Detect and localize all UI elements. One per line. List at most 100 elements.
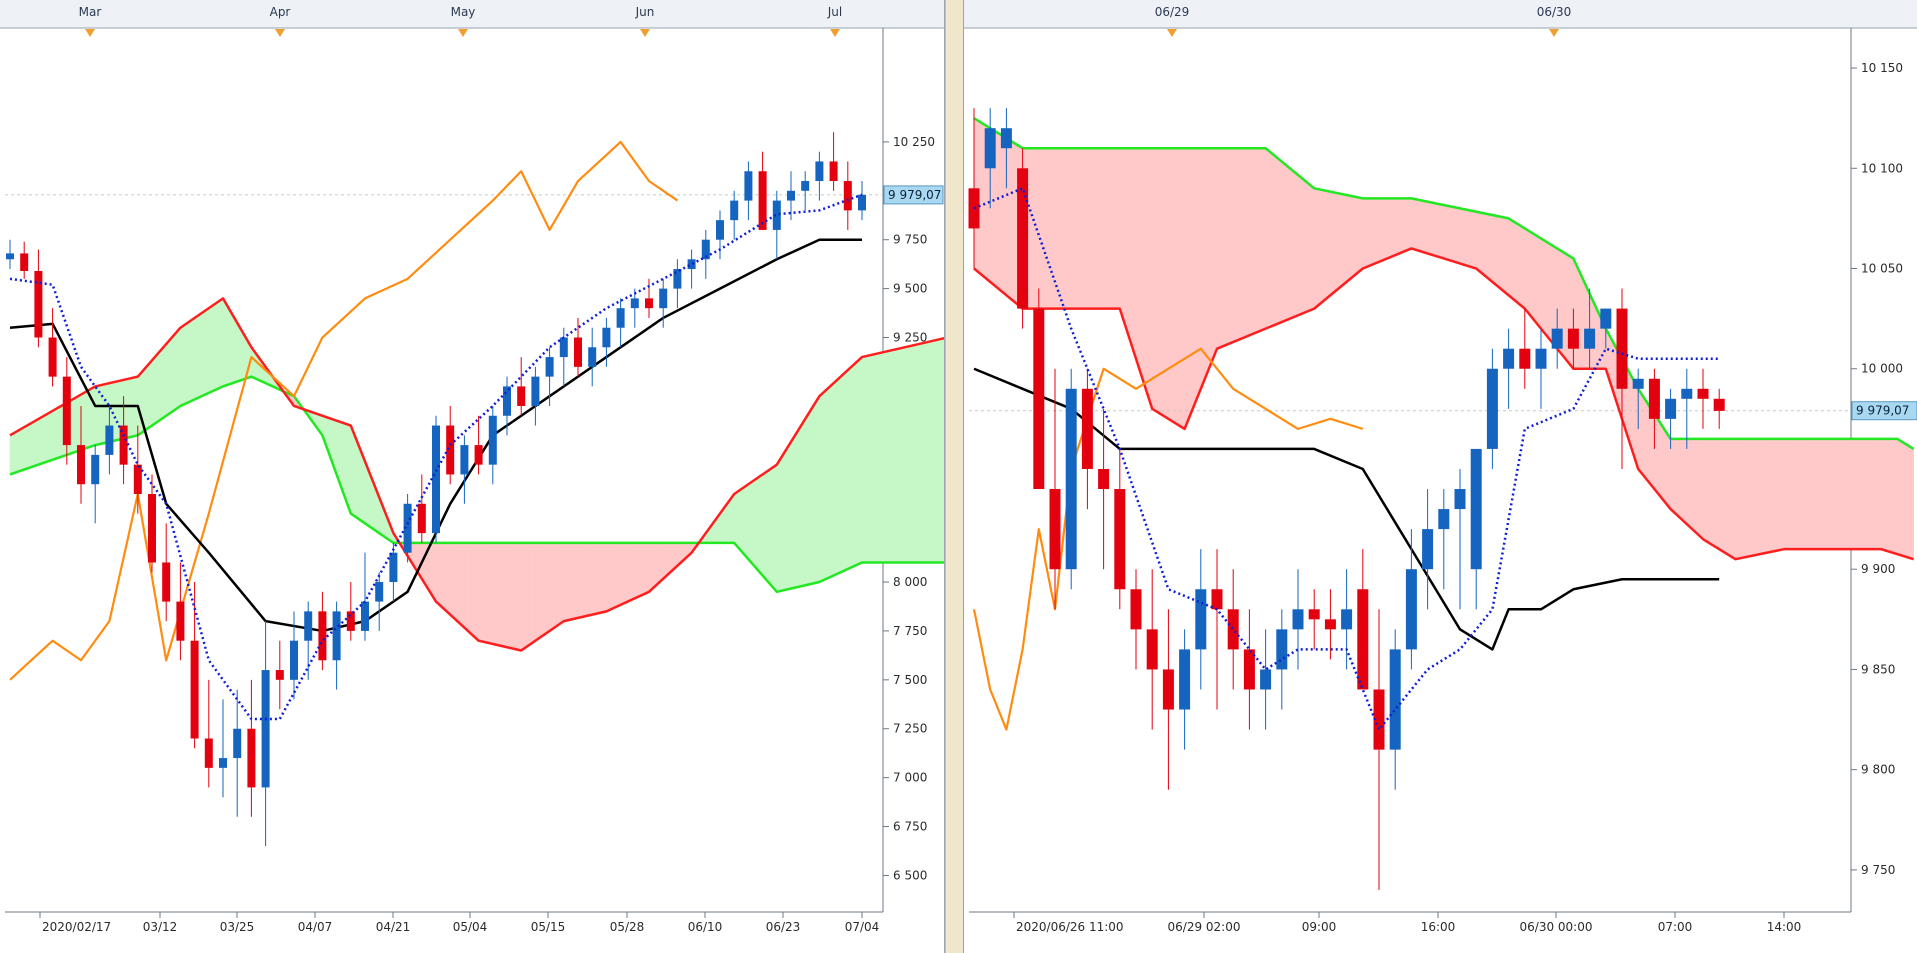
candle-body <box>772 200 781 230</box>
cloud-segment <box>890 348 898 563</box>
cloud-segment <box>897 346 905 563</box>
y-tick-label: 9 750 <box>893 233 927 247</box>
cloud-segment <box>38 414 46 466</box>
senkou-span-b-line <box>973 117 1915 450</box>
cloud-segment <box>1143 147 1153 409</box>
candle-body <box>1681 388 1693 399</box>
cloud-segment <box>1079 147 1088 309</box>
cloud-segment <box>748 478 756 569</box>
y-tick-label: 10 100 <box>1861 161 1903 175</box>
cloud-segment <box>499 542 508 648</box>
cloud-segment <box>1532 232 1542 330</box>
cloud-segment <box>173 326 181 412</box>
tenkan-line <box>973 187 1720 731</box>
candle-body <box>1098 468 1110 490</box>
candle-body <box>1243 649 1255 690</box>
candle-body <box>446 425 455 475</box>
candle-body <box>332 611 341 661</box>
cloud-segment <box>1087 147 1096 309</box>
candle-body <box>304 611 313 641</box>
cloud-segment <box>1751 438 1761 557</box>
cloud-segment <box>158 343 167 422</box>
month-label: Mar <box>79 5 102 19</box>
candle-body <box>1081 388 1093 469</box>
cloud-segment <box>144 359 153 431</box>
cloud-segment <box>520 542 529 652</box>
cloud-segment <box>180 322 188 407</box>
cloud-segment <box>94 384 103 446</box>
candle-body <box>1454 489 1466 510</box>
cloud-segment <box>506 542 515 650</box>
kijun-line <box>973 367 1720 651</box>
cloud-segment <box>1783 438 1793 550</box>
x-tick-label: 04/21 <box>376 920 411 934</box>
cloud-segment <box>932 338 941 563</box>
month-bar <box>0 0 944 28</box>
cloud-segment <box>627 542 636 603</box>
cloud-segment <box>1451 206 1461 264</box>
cloud-segment <box>570 542 579 620</box>
cloud-segment <box>194 312 202 400</box>
cloud-segment <box>1386 198 1396 259</box>
cloud-segment <box>513 542 522 651</box>
candle-body <box>1551 328 1563 349</box>
cloud-segment <box>492 542 501 646</box>
cloud-segment <box>875 351 884 563</box>
candle-body <box>20 253 29 272</box>
candle-body <box>588 347 597 367</box>
price-tag <box>1851 401 1917 421</box>
cloud-segment <box>939 337 944 563</box>
candle-body <box>233 728 242 759</box>
y-tick-label: 10 150 <box>1861 61 1903 75</box>
cloud-segment <box>1103 147 1112 309</box>
cloud-segment <box>1240 147 1250 340</box>
cloud-segment <box>527 542 536 647</box>
cloud-segment <box>1888 438 1898 555</box>
x-tick-label: 2020/06/26 11:00 <box>1016 920 1124 934</box>
cloud-segment <box>648 542 657 593</box>
cloud-segment <box>549 542 558 632</box>
cloud-segment <box>1046 147 1056 309</box>
candle-body <box>801 181 810 191</box>
cloud-segment <box>464 542 472 635</box>
period-marker <box>1167 29 1177 37</box>
candle-body <box>261 670 270 788</box>
cloud-segment <box>1313 187 1323 310</box>
cloud-segment <box>1710 438 1720 550</box>
candle-body <box>1616 308 1628 389</box>
cloud-segment <box>1832 438 1842 550</box>
candle-body <box>1584 328 1596 349</box>
cloud-segment <box>740 483 749 561</box>
candle-body <box>1114 489 1126 590</box>
cloud-segment <box>1427 201 1437 257</box>
month-label: Jul <box>827 5 842 19</box>
y-tick-label: 9 500 <box>893 282 927 296</box>
cloud-segment <box>1208 147 1218 369</box>
panel-splitter[interactable] <box>945 0 964 953</box>
candle-body <box>1227 609 1239 650</box>
cloud-segment <box>1402 198 1412 253</box>
y-tick-label: 9 850 <box>1861 662 1895 676</box>
candle-body <box>1146 629 1158 670</box>
chikou-line <box>9 140 679 681</box>
candle-body <box>1341 609 1353 630</box>
y-tick-label: 7 250 <box>893 722 927 736</box>
cloud-segment <box>868 353 877 563</box>
y-tick-label: 7 000 <box>893 771 927 785</box>
candle-body <box>1567 328 1579 349</box>
candle-body <box>1357 589 1369 690</box>
cloud-segment <box>1289 167 1299 320</box>
candle-body <box>1000 128 1012 149</box>
candle-body <box>701 239 710 260</box>
candle-body <box>716 220 724 240</box>
candle-body <box>545 357 554 377</box>
y-tick-label: 10 050 <box>1861 262 1903 276</box>
candle-body <box>1535 348 1547 369</box>
cloud-segment <box>1127 147 1137 359</box>
cloud-segment <box>1670 438 1680 518</box>
candle-body <box>6 253 14 260</box>
